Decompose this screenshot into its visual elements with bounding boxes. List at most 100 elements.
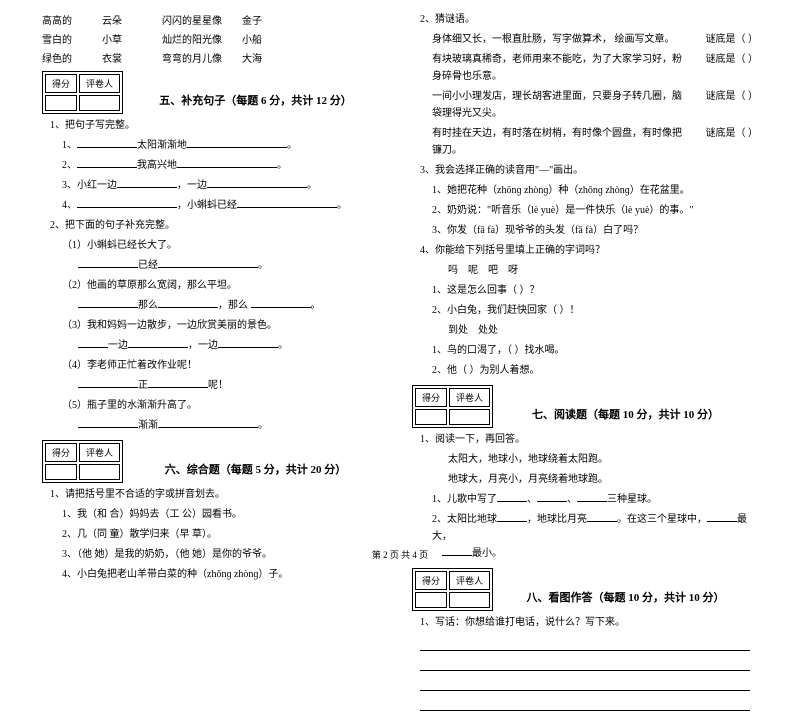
cell: 雪白的 [42, 31, 102, 46]
blank[interactable] [158, 418, 258, 428]
section-6-title: 六、综合题（每题 5 分，共计 20 分） [123, 461, 388, 477]
blank[interactable] [251, 298, 311, 308]
opt: 处处 [478, 325, 498, 336]
cell: 绿色的 [42, 50, 102, 65]
example-text: （1）小蝌蚪已经长大了。 [62, 237, 388, 254]
score-box: 得分评卷人 [42, 440, 123, 483]
riddle-item: 身体细又长，一根直肚肠，写字做算术， 绘画写文章。谜底是（ ） [432, 31, 758, 48]
opt: 呢 [468, 265, 478, 276]
fill-item: 3、小红一边，一边。 [62, 177, 388, 194]
blank[interactable] [707, 512, 737, 522]
blank[interactable] [128, 338, 188, 348]
section-5-title: 五、补充句子（每题 6 分，共计 12 分） [123, 92, 388, 108]
blank[interactable] [78, 378, 138, 388]
blank[interactable] [218, 338, 278, 348]
match-grid: 高高的 云朵 闪闪的星星像 金子 雪白的 小草 灿烂的阳光像 小船 绿色的 衣裳… [42, 12, 388, 65]
fill-item: 一边，一边。 [78, 337, 388, 354]
opt: 呀 [508, 265, 518, 276]
example-text: （3）我和妈妈一边散步，一边欣赏美丽的景色。 [62, 317, 388, 334]
blank[interactable] [158, 258, 258, 268]
writing-line[interactable] [420, 677, 750, 691]
choice-item: 1、我（和 合）妈妈去（工 公）园看书。 [62, 506, 388, 523]
blank[interactable] [148, 378, 208, 388]
cell: 小船 [242, 31, 292, 46]
cell: 弯弯的月儿像 [162, 50, 242, 65]
fill-item: 1、鸟的口渴了，（ ）找水喝。 [432, 342, 758, 359]
score-label: 得分 [415, 571, 447, 590]
cell: 大海 [242, 50, 292, 65]
pinyin-item: 1、她把花种（zhōnɡ zhònɡ）种（zhōnɡ zhònɡ）在花盆里。 [432, 182, 758, 199]
blank[interactable] [117, 178, 177, 188]
blank[interactable] [177, 158, 277, 168]
score-box: 得分评卷人 [412, 385, 493, 428]
poem-line: 地球大，月亮小，月亮绕着地球跑。 [448, 471, 758, 488]
score-box: 得分评卷人 [412, 568, 493, 611]
fill-item: 1、儿歌中写了、、三种星球。 [432, 491, 758, 508]
q-text: 2、猜谜语。 [420, 11, 758, 28]
fill-item: 2、我高兴地。 [62, 157, 388, 174]
grader-cell[interactable] [79, 95, 120, 111]
grader-cell[interactable] [449, 409, 490, 425]
blank[interactable] [77, 138, 137, 148]
blank[interactable] [577, 492, 607, 502]
riddle-text: 有块玻璃真稀奇，老师用来不能吃，为了大家学习好，粉身碎骨也乐意。 [432, 51, 688, 85]
riddle-text: 一间小小理发店，理长胡客进里面，只要身子转几圈，脑袋理得光又尖。 [432, 88, 688, 122]
blank[interactable] [78, 418, 138, 428]
example-text: （4）李老师正忙着改作业呢！ [62, 357, 388, 374]
grader-cell[interactable] [449, 592, 490, 608]
writing-line[interactable] [420, 637, 750, 651]
grader-label: 评卷人 [79, 74, 120, 93]
fill-item: 4、，小蝌蚪已经。 [62, 197, 388, 214]
q-text: 1、把句子写完整。 [50, 117, 388, 134]
score-cell[interactable] [45, 95, 77, 111]
q-text: 1、请把括号里不合适的字或拼音划去。 [50, 486, 388, 503]
example-text: （2）他画的草原那么宽阔，那么平坦。 [62, 277, 388, 294]
fill-item: 2、他（ ）为别人着想。 [432, 362, 758, 379]
blank[interactable] [78, 258, 138, 268]
cell: 小草 [102, 31, 162, 46]
blank[interactable] [158, 298, 218, 308]
blank[interactable] [77, 198, 177, 208]
score-box: 得分评卷人 [42, 71, 123, 114]
pinyin-item: 2、奶奶说："听音乐（lè yuè）是一件快乐（lè yuè）的事。" [432, 202, 758, 219]
fill-item: 1、这是怎么回事（ ）？ [432, 282, 758, 299]
grader-label: 评卷人 [449, 388, 490, 407]
riddle-item: 一间小小理发店，理长胡客进里面，只要身子转几圈，脑袋理得光又尖。谜底是（ ） [432, 88, 758, 122]
blank[interactable] [207, 178, 307, 188]
example-text: （5）瓶子里的水渐渐升高了。 [62, 397, 388, 414]
blank[interactable] [78, 338, 108, 348]
cell: 云朵 [102, 12, 162, 27]
riddle-answer[interactable]: 谜底是（ ） [688, 125, 758, 159]
blank[interactable] [77, 158, 137, 168]
score-cell[interactable] [415, 592, 447, 608]
opt: 到处 [448, 325, 468, 336]
choice-item: 4、小白兔把老山羊带白菜的种（zhǒnɡ zhònɡ）子。 [62, 566, 388, 583]
riddle-item: 有时挂在天边，有时落在树梢，有时像个圆盘，有时像把镰刀。谜底是（ ） [432, 125, 758, 159]
word-options: 到处 处处 [448, 322, 758, 339]
riddle-answer[interactable]: 谜底是（ ） [688, 31, 758, 48]
score-cell[interactable] [415, 409, 447, 425]
blank[interactable] [587, 512, 617, 522]
fill-item: 2、小白兔，我们赶快回家（ ）！ [432, 302, 758, 319]
cell: 衣裳 [102, 50, 162, 65]
poem-line: 太阳大，地球小，地球绕着太阳跑。 [448, 451, 758, 468]
blank[interactable] [187, 138, 287, 148]
riddle-answer[interactable]: 谜底是（ ） [688, 51, 758, 85]
q-text: 3、我会选择正确的读音用"—"画出。 [420, 162, 758, 179]
q-text: 1、阅读一下，再回答。 [420, 431, 758, 448]
writing-line[interactable] [420, 697, 750, 711]
riddle-item: 有块玻璃真稀奇，老师用来不能吃，为了大家学习好，粉身碎骨也乐意。谜底是（ ） [432, 51, 758, 85]
score-cell[interactable] [45, 464, 77, 480]
blank[interactable] [537, 492, 567, 502]
score-label: 得分 [45, 74, 77, 93]
blank[interactable] [78, 298, 138, 308]
blank[interactable] [497, 492, 527, 502]
page-footer: 第 2 页 共 4 页 [0, 548, 800, 561]
cell: 灿烂的阳光像 [162, 31, 242, 46]
writing-line[interactable] [420, 657, 750, 671]
fill-item: 渐渐。 [78, 417, 388, 434]
blank[interactable] [497, 512, 527, 522]
grader-cell[interactable] [79, 464, 120, 480]
riddle-answer[interactable]: 谜底是（ ） [688, 88, 758, 122]
blank[interactable] [237, 198, 337, 208]
